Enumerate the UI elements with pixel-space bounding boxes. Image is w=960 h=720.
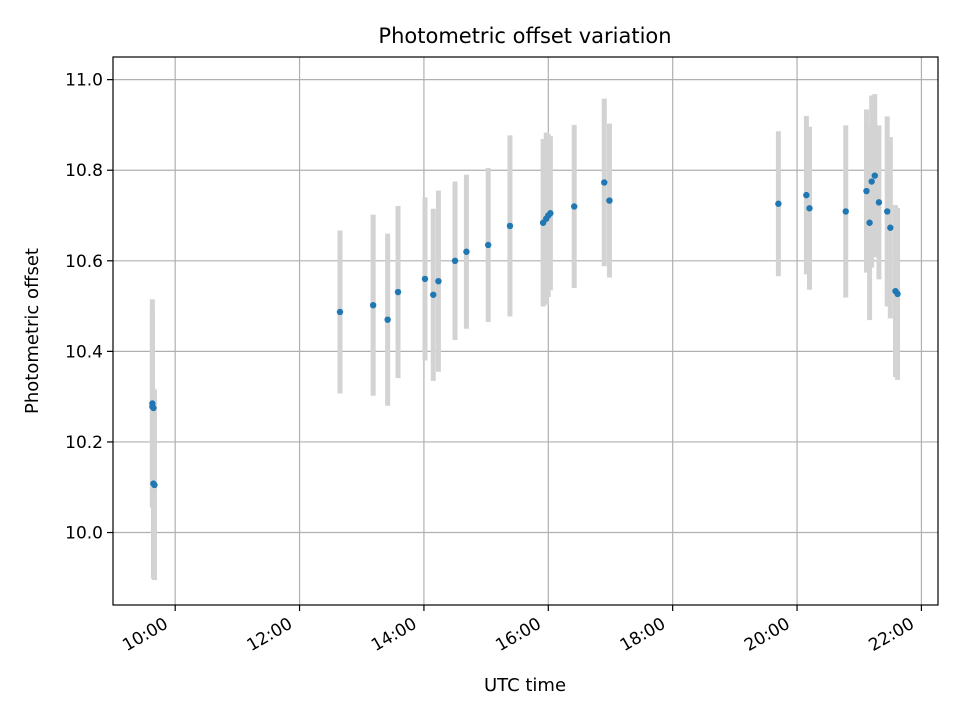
data-point bbox=[875, 199, 883, 206]
data-point bbox=[571, 203, 578, 210]
data-point bbox=[451, 257, 459, 265]
data-point bbox=[384, 316, 391, 323]
x-tick-label: 10:00 bbox=[119, 614, 171, 656]
data-point bbox=[421, 275, 429, 283]
y-tick-label: 10.8 bbox=[65, 161, 103, 181]
data-point bbox=[803, 191, 810, 199]
data-point bbox=[601, 179, 608, 186]
y-tick-label: 10.2 bbox=[65, 433, 103, 453]
data-point bbox=[463, 248, 470, 255]
data-point bbox=[336, 308, 344, 316]
y-axis-label: Photometric offset bbox=[22, 248, 43, 414]
x-tick-label: 16:00 bbox=[492, 614, 544, 656]
data-point bbox=[484, 241, 492, 249]
x-tick-label: 18:00 bbox=[617, 614, 669, 656]
data-point bbox=[369, 301, 377, 309]
data-point bbox=[151, 481, 158, 489]
data-point bbox=[868, 178, 875, 185]
y-axis: 10.0 10.2 10.4 10.6 10.8 11.0 bbox=[65, 71, 113, 544]
data-point bbox=[435, 277, 442, 285]
data-point bbox=[547, 210, 554, 217]
x-tick-label: 22:00 bbox=[865, 614, 917, 656]
data-point bbox=[887, 224, 894, 231]
grid bbox=[113, 57, 938, 605]
y-tick-label: 11.0 bbox=[65, 71, 103, 91]
data-points bbox=[149, 172, 901, 489]
data-point bbox=[775, 200, 782, 207]
data-point bbox=[871, 172, 878, 179]
x-tick-label: 12:00 bbox=[244, 614, 296, 656]
data-point bbox=[884, 208, 891, 215]
data-point bbox=[842, 208, 849, 215]
data-point bbox=[866, 219, 873, 226]
x-axis: 10:00 12:00 14:00 16:00 18:00 20:00 22:00 bbox=[119, 605, 923, 656]
data-point bbox=[894, 290, 901, 298]
data-point bbox=[806, 205, 813, 212]
y-tick-label: 10.0 bbox=[65, 524, 103, 544]
x-axis-label: UTC time bbox=[484, 675, 566, 696]
x-tick-label: 14:00 bbox=[368, 614, 420, 656]
data-point bbox=[506, 222, 514, 230]
chart-title: Photometric offset variation bbox=[378, 24, 671, 48]
data-point bbox=[150, 404, 157, 412]
data-point bbox=[863, 187, 870, 195]
error-bars bbox=[149, 94, 901, 581]
data-point bbox=[394, 288, 402, 296]
data-point bbox=[430, 291, 437, 298]
x-tick-label: 20:00 bbox=[741, 614, 793, 656]
data-point bbox=[606, 197, 613, 204]
y-tick-label: 10.4 bbox=[65, 342, 103, 362]
y-tick-label: 10.6 bbox=[65, 252, 103, 272]
plot-frame bbox=[112, 56, 939, 606]
